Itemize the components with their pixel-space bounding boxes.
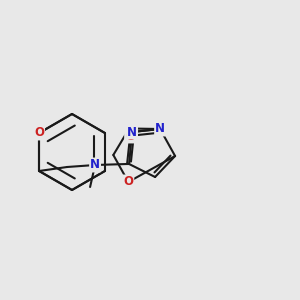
Text: O: O xyxy=(125,130,135,142)
Text: N: N xyxy=(155,122,165,136)
Text: N: N xyxy=(90,158,100,172)
Text: O: O xyxy=(34,127,44,140)
Text: O: O xyxy=(123,176,133,188)
Text: N: N xyxy=(127,125,137,139)
